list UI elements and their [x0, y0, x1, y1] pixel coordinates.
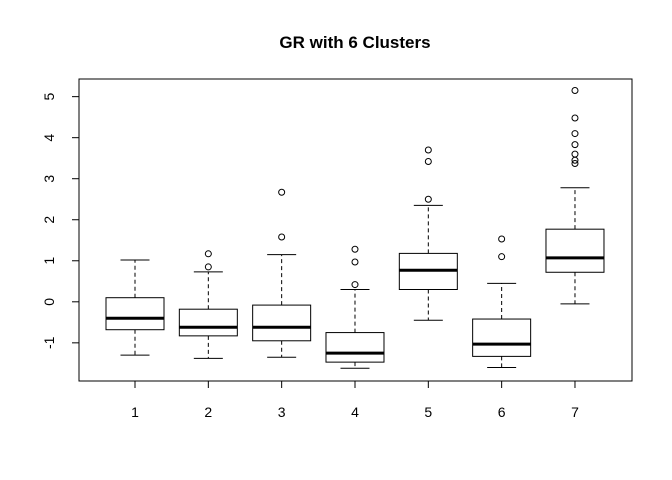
box-group-7 — [545, 86, 605, 305]
boxes-layer — [105, 86, 605, 369]
outlier-point — [498, 253, 506, 261]
outlier-point — [278, 233, 286, 241]
outlier-point — [571, 160, 579, 168]
outlier-point — [571, 150, 579, 158]
box-group-5 — [398, 146, 458, 321]
box-iqr — [545, 228, 605, 273]
x-tick-label: 3 — [278, 404, 286, 420]
box-group-3 — [252, 188, 312, 358]
outlier-point — [204, 263, 212, 271]
box-iqr — [252, 304, 312, 342]
x-tick-label: 6 — [498, 404, 506, 420]
chart-title: GR with 6 Clusters — [279, 33, 430, 52]
outlier-point — [571, 141, 579, 149]
outlier-point — [571, 130, 579, 138]
box-iqr — [178, 308, 238, 337]
x-tick-label: 2 — [204, 404, 212, 420]
outlier-point — [571, 86, 579, 94]
box-iqr — [105, 297, 165, 331]
y-tick-label: 3 — [41, 175, 57, 183]
box-group-1 — [105, 259, 165, 356]
outlier-point — [278, 188, 286, 196]
outlier-point — [571, 114, 579, 122]
outlier-point — [351, 245, 359, 253]
outlier-point — [424, 146, 432, 154]
outlier-point — [424, 195, 432, 203]
box-iqr — [472, 318, 532, 357]
y-tick-label: 2 — [41, 216, 57, 224]
outlier-point — [351, 258, 359, 266]
box-group-2 — [178, 250, 238, 359]
box-group-4 — [325, 245, 385, 369]
box-group-6 — [472, 235, 532, 368]
outlier-point — [424, 157, 432, 165]
x-tick-label: 7 — [571, 404, 579, 420]
y-tick-label: 4 — [41, 134, 57, 142]
box-iqr — [325, 332, 385, 363]
y-axis: -1 0 1 2 3 4 5 — [41, 93, 80, 349]
y-tick-label: 1 — [41, 257, 57, 265]
x-axis: 1 2 3 4 5 6 7 — [131, 380, 579, 420]
y-tick-label: 5 — [41, 93, 57, 101]
y-tick-label: -1 — [41, 336, 57, 349]
y-tick-label: 0 — [41, 298, 57, 306]
x-tick-label: 1 — [131, 404, 139, 420]
outlier-point — [498, 235, 506, 243]
outlier-point — [351, 281, 359, 289]
x-tick-label: 5 — [424, 404, 432, 420]
x-tick-label: 4 — [351, 404, 359, 420]
outlier-point — [204, 250, 212, 258]
